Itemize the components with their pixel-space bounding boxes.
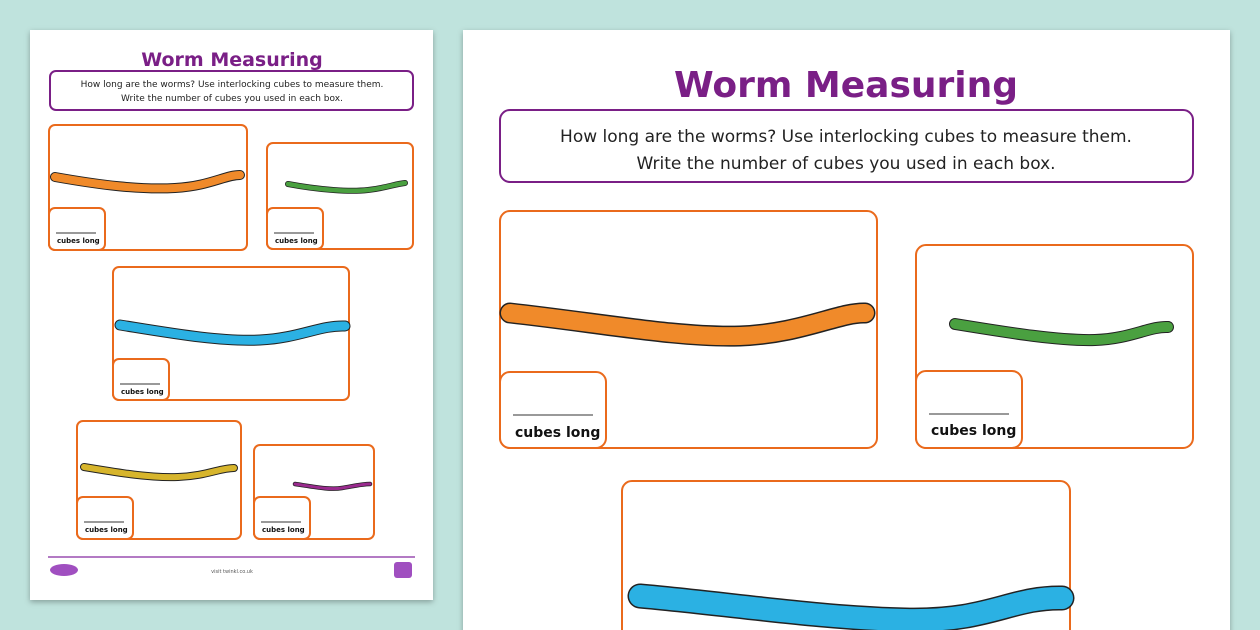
footer: visit twinkl.co.uk <box>211 569 253 575</box>
answer-label: cubes long <box>57 237 100 245</box>
title: Worm Measuring <box>674 65 1018 106</box>
answer-label: cubes long <box>515 425 600 441</box>
instruction: How long are the worms? Use interlocking… <box>560 127 1132 147</box>
logo <box>50 564 78 576</box>
worm-box <box>112 266 350 401</box>
badge <box>394 562 412 578</box>
answer-box <box>253 496 311 540</box>
worm <box>81 464 237 481</box>
worm <box>115 320 350 345</box>
worm <box>501 304 874 346</box>
worm <box>51 171 244 193</box>
large-page: Worm Measuring How long are the worms? U… <box>463 30 1230 630</box>
answer-label: cubes long <box>85 526 128 534</box>
answer-box <box>499 371 607 449</box>
answer-box <box>48 207 106 251</box>
answer-box <box>266 207 324 250</box>
instruction-box <box>49 70 414 111</box>
small-page: Worm Measuring How long are the worms? U… <box>30 30 433 600</box>
answer-label: cubes long <box>931 423 1016 439</box>
answer-label: cubes long <box>262 526 305 534</box>
title: Worm Measuring <box>141 49 323 71</box>
worm <box>285 180 408 193</box>
answer-label: cubes long <box>275 237 318 245</box>
answer-box <box>76 496 134 540</box>
worm <box>293 482 372 491</box>
instruction: Write the number of cubes you used in ea… <box>636 154 1055 174</box>
instruction: Write the number of cubes you used in ea… <box>121 94 343 104</box>
answer-box <box>112 358 170 401</box>
answer-box <box>915 370 1023 449</box>
worm-box <box>621 480 1071 630</box>
worm <box>629 585 1073 630</box>
instruction: How long are the worms? Use interlocking… <box>81 80 384 90</box>
answer-label: cubes long <box>121 388 164 396</box>
worm <box>950 319 1173 346</box>
instruction-box <box>499 109 1194 183</box>
